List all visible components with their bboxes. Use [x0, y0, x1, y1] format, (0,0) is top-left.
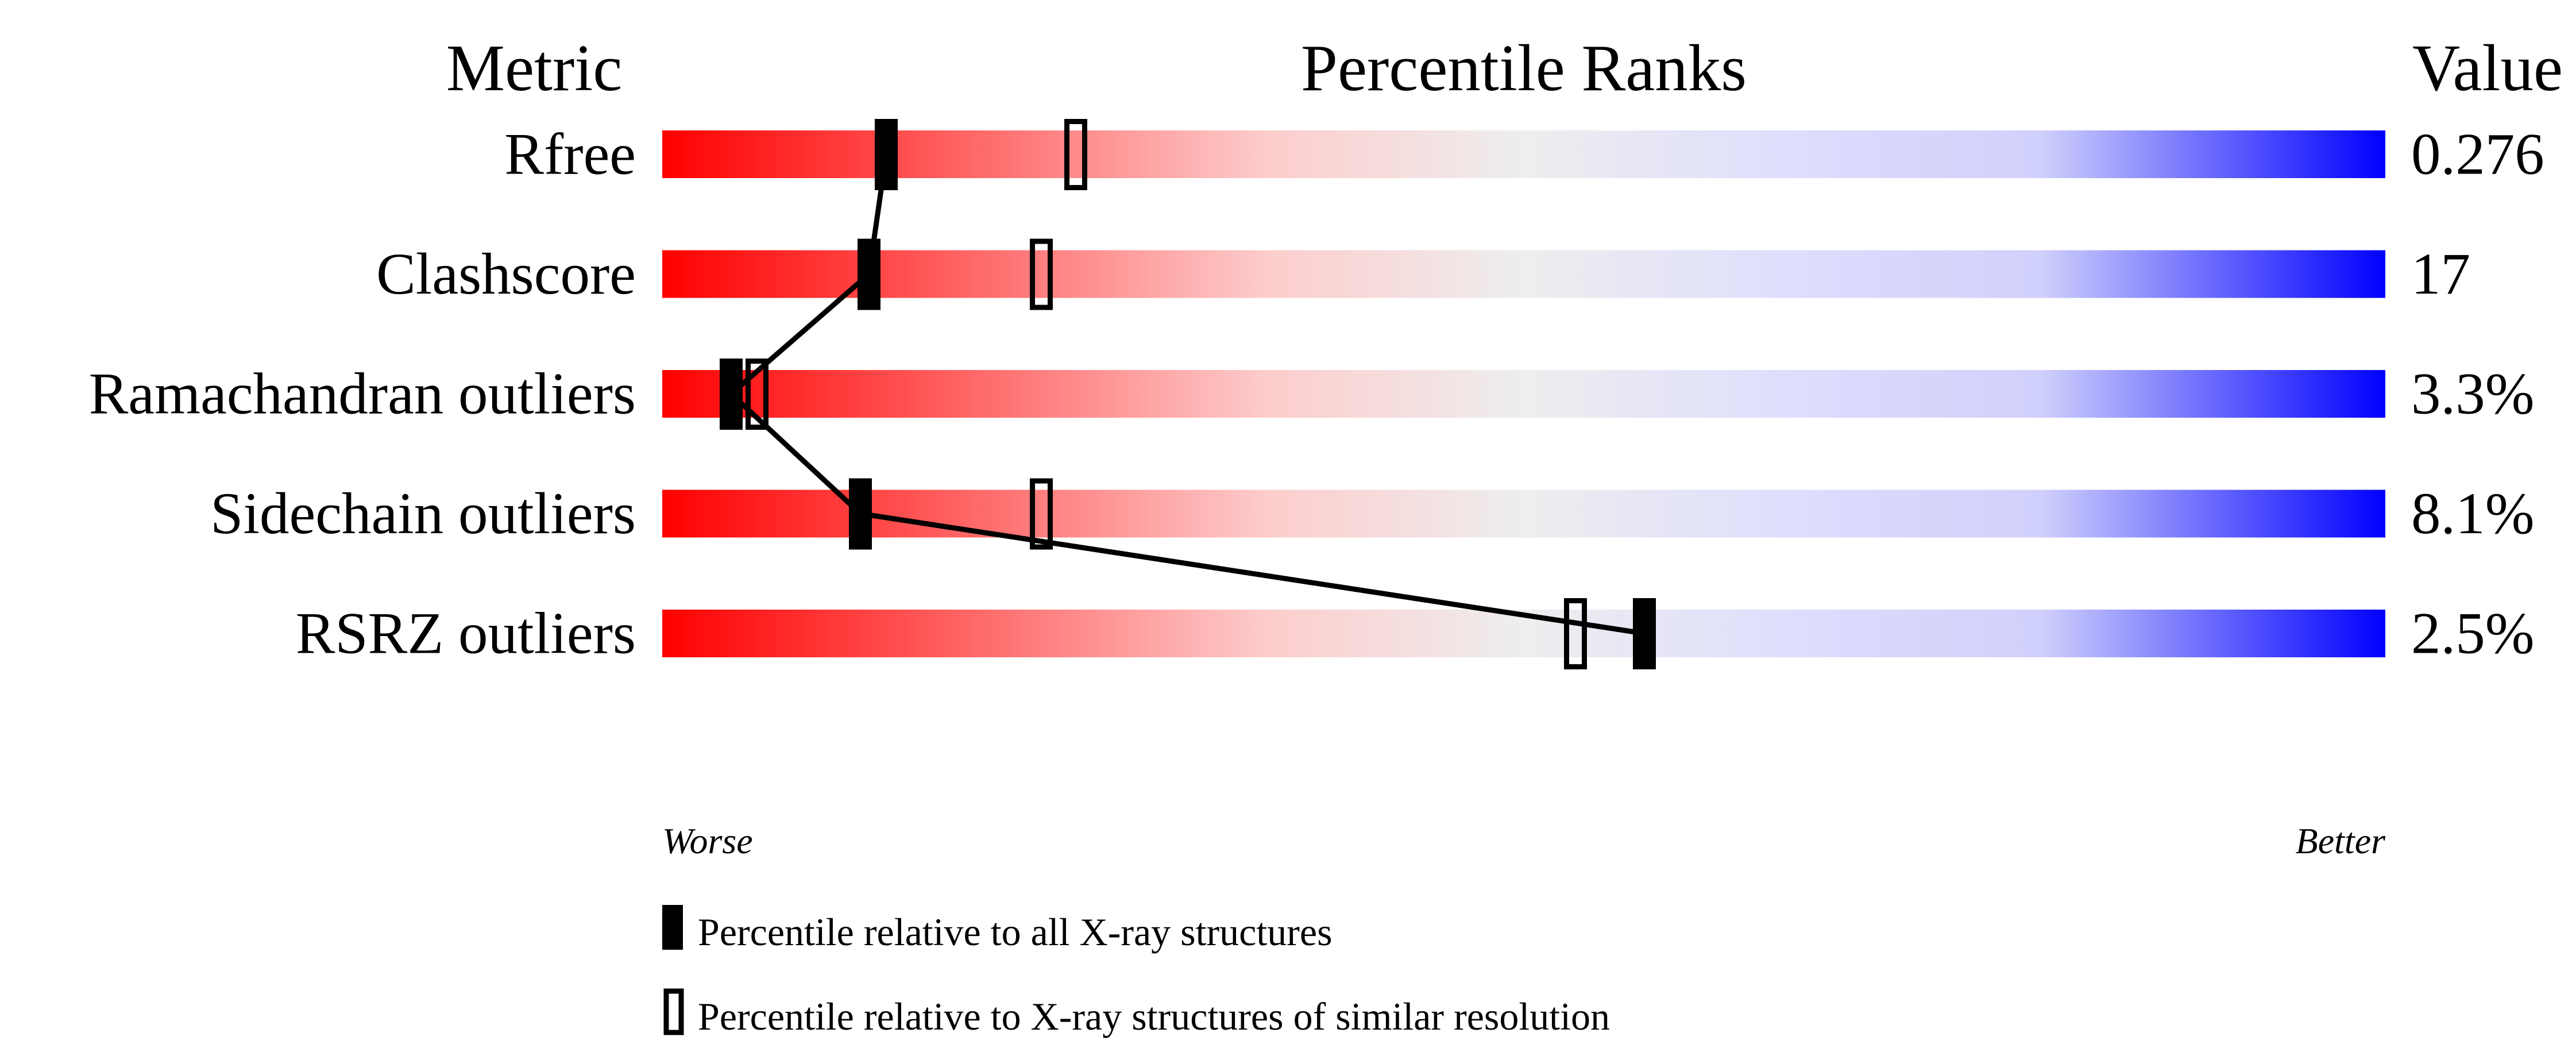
- marker-all-structures: [875, 119, 898, 190]
- marker-all-structures: [849, 478, 872, 550]
- metric-label: Rfree: [504, 122, 636, 187]
- header-metric: Metric: [446, 32, 623, 105]
- marker-similar-resolution: [1030, 238, 1053, 310]
- legend-filled-marker: [662, 905, 683, 950]
- header-percentile-ranks: Percentile Ranks: [1301, 32, 1747, 105]
- percentile-bar: [662, 490, 2385, 538]
- marker-similar-resolution: [746, 359, 768, 430]
- legend-label-all: Percentile relative to all X-ray structu…: [698, 910, 1333, 954]
- marker-similar-resolution: [1064, 119, 1087, 190]
- marker-all-structures: [858, 238, 880, 310]
- metric-value: 2.5%: [2411, 601, 2535, 666]
- legend-label-similar: Percentile relative to X-ray structures …: [698, 995, 1610, 1038]
- better-label: Better: [2296, 820, 2386, 861]
- marker-all-structures: [1633, 598, 1656, 669]
- legend-open-marker: [663, 988, 684, 1035]
- metric-value: 0.276: [2411, 122, 2544, 187]
- percentile-bar: [662, 130, 2385, 178]
- metric-label: Ramachandran outliers: [89, 361, 636, 427]
- metric-value: 3.3%: [2411, 361, 2535, 427]
- metric-label: Clashscore: [376, 241, 636, 307]
- metric-label: RSRZ outliers: [296, 601, 636, 666]
- marker-similar-resolution: [1564, 598, 1587, 669]
- marker-all-structures: [720, 359, 743, 430]
- marker-similar-resolution: [1030, 478, 1053, 550]
- metric-value: 8.1%: [2411, 481, 2535, 546]
- header-value: Value: [2412, 32, 2563, 105]
- worse-label: Worse: [662, 820, 753, 861]
- percentile-bar: [662, 370, 2385, 418]
- metric-label: Sidechain outliers: [210, 481, 636, 546]
- metric-value: 17: [2411, 241, 2470, 307]
- percentile-bar: [662, 250, 2385, 298]
